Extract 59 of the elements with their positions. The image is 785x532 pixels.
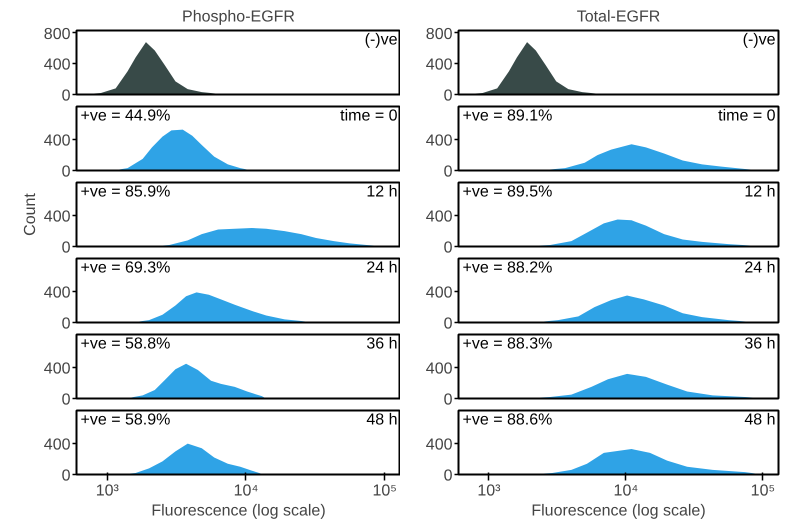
x-tick-label: 10³ (477, 482, 502, 500)
x-tick-label: 10³ (96, 482, 120, 500)
y-tick-label: 400 (44, 208, 71, 226)
y-tick-label: 0 (62, 240, 71, 256)
y-tick-label: 0 (444, 392, 453, 408)
x-axis-title: Fluorescence (log scale) (531, 502, 706, 520)
annotation: 12 h (744, 184, 776, 200)
annotation: +ve = 58.9% (80, 412, 170, 428)
y-tick-label: 800 (426, 26, 453, 43)
annotation: +ve = 88.2% (462, 260, 552, 276)
annotation: 12 h (366, 184, 398, 200)
y-tick-label: 400 (426, 360, 453, 378)
y-tick-label: 400 (44, 284, 71, 302)
x-tick-label: 10⁵ (750, 482, 776, 500)
y-tick-label: 800 (44, 26, 71, 43)
y-tick-label: 400 (44, 436, 71, 454)
annotation: (-)ve (364, 32, 398, 48)
annotation: +ve = 89.1% (462, 108, 552, 124)
y-tick-label: 400 (44, 56, 71, 74)
y-tick-label: 0 (62, 164, 71, 180)
annotation: +ve = 58.8% (80, 336, 170, 352)
y-tick-label: 400 (426, 132, 453, 150)
annotation: 48 h (366, 412, 398, 428)
y-tick-label: 400 (426, 436, 453, 454)
annotation: 24 h (366, 260, 398, 276)
y-tick-label: 0 (62, 88, 71, 104)
annotation: 36 h (744, 336, 776, 352)
annotation: +ve = 44.9% (80, 108, 170, 124)
y-tick-label: 0 (444, 88, 453, 104)
y-tick-label: 0 (62, 316, 71, 332)
annotation: +ve = 88.3% (462, 336, 552, 352)
annotation: time = 0 (340, 108, 398, 124)
annotation: +ve = 69.3% (80, 260, 170, 276)
chart-title: Total-EGFR (576, 8, 660, 26)
y-axis-title: Count (22, 192, 39, 236)
annotation: (-)ve (742, 32, 776, 48)
y-tick-label: 400 (44, 360, 71, 378)
annotation: +ve = 89.5% (462, 184, 552, 200)
y-tick-label: 400 (44, 132, 71, 150)
y-tick-label: 0 (444, 240, 453, 256)
annotation: 48 h (744, 412, 776, 428)
annotation: 24 h (744, 260, 776, 276)
x-tick-label: 10⁴ (614, 482, 638, 500)
y-tick-label: 400 (426, 284, 453, 302)
annotation: +ve = 85.9% (80, 184, 170, 200)
y-tick-label: 0 (444, 468, 453, 484)
y-tick-label: 400 (426, 56, 453, 74)
y-tick-label: 0 (444, 316, 453, 332)
x-tick-label: 10⁴ (234, 482, 258, 500)
annotation: time = 0 (718, 108, 776, 124)
y-tick-label: 400 (426, 208, 453, 226)
y-tick-label: 0 (444, 164, 453, 180)
annotation: 36 h (366, 336, 398, 352)
annotation: +ve = 88.6% (462, 412, 552, 428)
chart-title: Phospho-EGFR (182, 8, 295, 26)
x-tick-label: 10⁵ (372, 482, 397, 500)
y-tick-label: 0 (62, 468, 71, 484)
x-axis-title: Fluorescence (log scale) (151, 502, 326, 520)
y-tick-label: 0 (62, 392, 71, 408)
